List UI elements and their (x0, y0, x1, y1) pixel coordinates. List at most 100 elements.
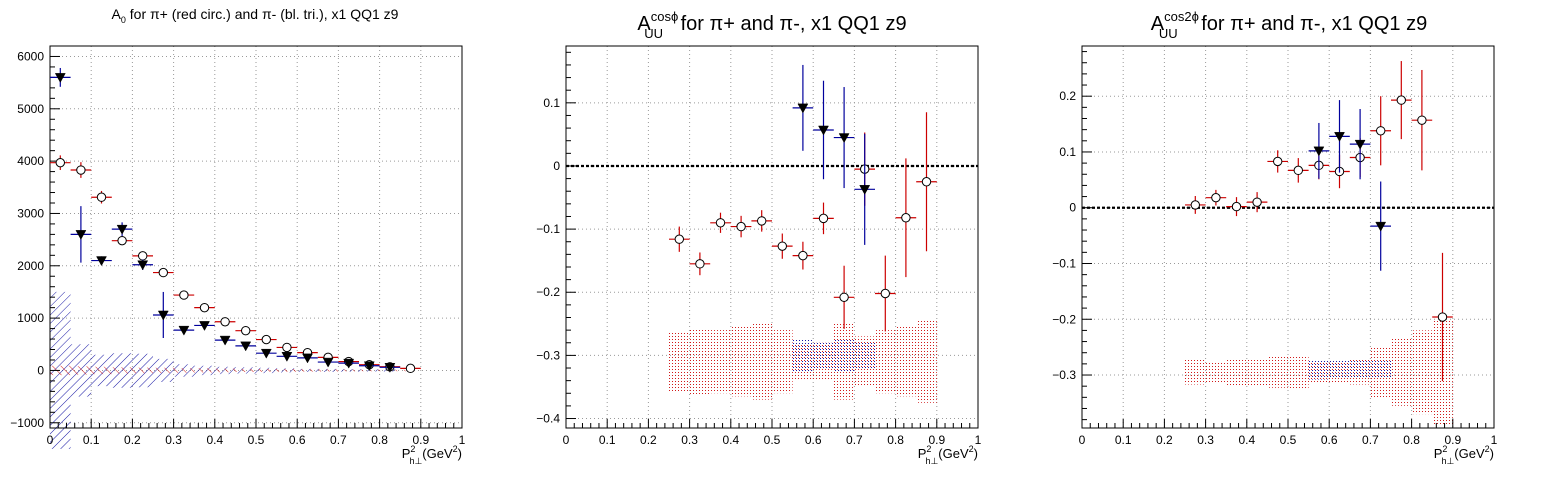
plot-area: 0 0.1 0.2 0.3 0.4 0.5 0.6 0.7 0.8 0.9 1−1000010002… (10, 45, 466, 449)
x-tick-label: 0.6 (289, 433, 306, 447)
triangle-marker (157, 310, 169, 321)
data-point-pi-plus (1185, 196, 1206, 214)
data-point-pi-minus (173, 325, 195, 336)
y-tick-label: −1000 (10, 416, 44, 430)
data-point-pi-plus (1391, 61, 1412, 140)
triangle-marker (1334, 132, 1345, 142)
circle-marker (798, 250, 808, 261)
data-point-pi-plus (235, 325, 256, 336)
circle-marker (241, 325, 251, 336)
triangle-marker (219, 335, 231, 346)
data-point-pi-plus (895, 158, 917, 278)
data-point-pi-plus (875, 255, 896, 332)
circle-marker (818, 213, 829, 224)
data-point-pi-minus (297, 353, 318, 364)
data-point-pi-plus (1288, 158, 1309, 183)
data-point-pi-minus (111, 222, 133, 236)
y-tick-label: −0.4 (536, 412, 560, 426)
data-point-pi-minus (813, 80, 834, 180)
data-point-pi-minus (91, 256, 112, 267)
x-tick-label: 0 (1079, 433, 1086, 447)
circle-marker (839, 292, 849, 302)
x-tick-label: 0.3 (1197, 433, 1214, 447)
x-tick-label: 0.1 (599, 433, 616, 447)
circle-marker (96, 192, 107, 202)
circle-marker (405, 363, 416, 374)
x-tick-label: 0.9 (412, 433, 429, 447)
chart-title: A0 for π+ (red circ.) and π- (bl. tri.),… (112, 6, 399, 25)
x-tick-label: 0.1 (83, 433, 100, 447)
data-point-pi-minus (153, 291, 174, 338)
x-tick-label: 0.3 (681, 433, 698, 447)
x-tick-label: 0.7 (330, 433, 347, 447)
circle-marker (1211, 192, 1221, 203)
data-point-pi-minus (359, 361, 380, 372)
x-axis-label: P2 h⊥(GeV2) (1434, 444, 1494, 466)
y-tick-label: 5000 (17, 102, 44, 116)
data-point-pi-plus (91, 190, 112, 204)
data-point-pi-plus (1205, 189, 1227, 206)
triangle-marker (818, 125, 829, 136)
y-tick-label: 0 (553, 159, 560, 173)
circle-marker (138, 251, 148, 261)
data-point-pi-minus (338, 358, 359, 369)
x-tick-label: 0.9 (928, 433, 945, 447)
x-tick-label: 0 (563, 433, 570, 447)
triangle-marker (322, 357, 334, 368)
chart-panel-cos2phi: Acos2ϕ UU for π+ and π-, x1 QQ1 z9 0 0.1 0.… (1052, 9, 1497, 466)
triangle-marker (281, 352, 293, 362)
triangle-marker (838, 133, 850, 144)
x-tick-label: 0 (47, 433, 54, 447)
circle-marker (76, 165, 86, 175)
circle-marker (777, 241, 787, 251)
data-point-pi-minus (1329, 100, 1350, 173)
data-point-pi-minus (194, 321, 215, 331)
x-tick-label: 0.2 (640, 433, 657, 447)
data-point-pi-minus (854, 133, 875, 245)
x-tick-label: 0.6 (805, 433, 822, 447)
data-point-pi-plus (916, 112, 937, 252)
data-point-pi-plus (1432, 252, 1453, 382)
y-tick-label: 0 (1069, 201, 1076, 215)
y-tick-label: 0.2 (1059, 89, 1076, 103)
circle-marker (1231, 201, 1242, 212)
circle-marker (1396, 95, 1407, 105)
data-point-pi-plus (1411, 69, 1433, 171)
data-point-pi-plus (111, 235, 133, 246)
data-point-pi-minus (70, 206, 92, 263)
data-point-pi-plus (214, 317, 236, 327)
circle-marker (715, 218, 726, 228)
triangle-marker (302, 353, 313, 364)
y-tick-label: 0.1 (543, 96, 560, 110)
systematic-band (792, 339, 875, 372)
data-point-pi-minus (833, 87, 855, 189)
x-axis-label: P2 h⊥(GeV2) (918, 444, 978, 466)
data-point-pi-plus (669, 226, 690, 252)
x-tick-label: 0.3 (165, 433, 182, 447)
triangle-marker (54, 73, 66, 83)
systematic-band (50, 365, 421, 376)
x-tick-label: 0.8 (371, 433, 388, 447)
x-tick-label: 1 (459, 433, 466, 447)
data-point-pi-plus (70, 162, 92, 178)
data-point-pi-minus (50, 67, 71, 87)
circle-marker (736, 221, 746, 232)
data-point-pi-plus (730, 215, 752, 238)
data-point-pi-minus (276, 352, 298, 362)
x-axis-label: P2 h⊥(GeV2) (402, 444, 462, 466)
data-point-pi-plus (194, 302, 215, 313)
triangle-marker (343, 358, 355, 369)
y-tick-label: 1000 (17, 311, 44, 325)
data-point-pi-plus (772, 233, 793, 259)
circle-marker (55, 157, 65, 168)
x-tick-label: 0.9 (1444, 433, 1461, 447)
data-point-pi-minus (214, 335, 236, 346)
plot-area: 0 0.1 0.2 0.3 0.4 0.5 0.6 0.7 0.8 0.9 1 −0.3 −0.2 −0.… (1052, 45, 1498, 447)
data-point-pi-plus (153, 267, 174, 278)
data-point-pi-minus (235, 341, 256, 352)
circle-marker (1252, 197, 1262, 207)
triangle-marker (75, 230, 87, 240)
y-tick-label: 2000 (17, 259, 44, 273)
x-tick-label: 0.8 (887, 433, 904, 447)
